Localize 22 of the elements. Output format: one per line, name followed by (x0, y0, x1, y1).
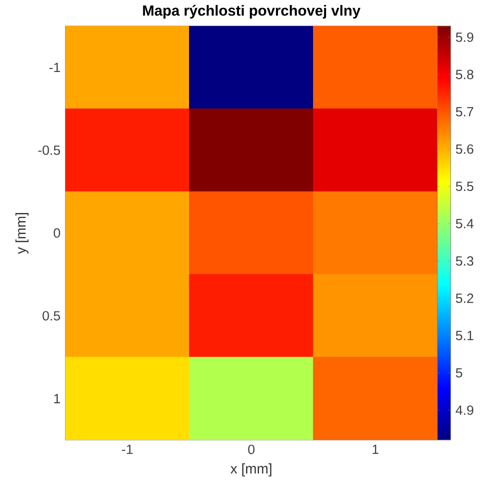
color-bar-label: 4.9 (456, 405, 474, 415)
color-bar-label: 5 (456, 368, 462, 378)
color-bar-label: 5.2 (456, 294, 474, 303)
color-bar-label: 5.1 (456, 330, 474, 340)
color-bar-label: 5.8 (456, 70, 474, 80)
color-bar-label: 5.7 (456, 107, 474, 116)
x-tick-label: -1 (122, 444, 133, 454)
y-tick-label: -1 (49, 62, 60, 72)
color-bar-label: 5.5 (456, 182, 474, 192)
color-bar-label: 5.4 (456, 219, 474, 228)
x-axis-title: x [mm] (230, 463, 272, 476)
y-axis-title: y [mm] (15, 213, 28, 254)
y-tick-label: 1 (54, 394, 60, 404)
x-tick-label: 0 (248, 444, 255, 454)
y-tick-label: 0 (54, 228, 60, 238)
color-bar-label: 5.6 (456, 144, 474, 154)
color-bar-label: 5.3 (456, 256, 474, 266)
color-bar-label: 5.9 (456, 32, 474, 42)
x-tick-label: 1 (372, 444, 378, 454)
chart-title: Mapa rýchlosti povrchovej vlny (143, 4, 360, 19)
y-tick-label: 0.5 (42, 311, 60, 321)
y-tick-label: -0.5 (38, 145, 60, 155)
